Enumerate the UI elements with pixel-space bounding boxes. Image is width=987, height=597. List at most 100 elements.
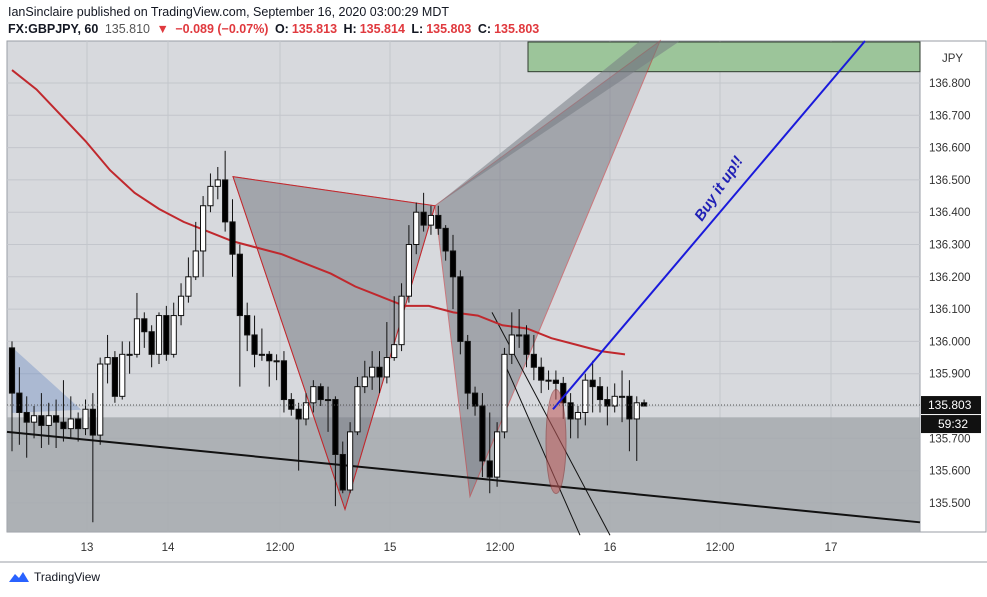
x-tick-label: 13: [81, 542, 94, 554]
candle-up: [104, 357, 111, 365]
candle-down: [266, 353, 273, 362]
y-tick-label: 135.500: [929, 498, 971, 510]
low-value: 135.803: [426, 22, 472, 36]
candle-down: [567, 402, 574, 420]
candle-down: [641, 402, 648, 407]
price-unit-label: JPY: [942, 53, 963, 65]
candle-up: [354, 386, 361, 433]
pattern-extension: [435, 41, 680, 206]
candle-down: [23, 411, 30, 423]
x-tick-label: 16: [604, 542, 617, 554]
publisher-line: IanSinclaire published on TradingView.co…: [8, 5, 450, 19]
y-tick-label: 136.200: [929, 272, 971, 284]
last-price-badge-label: 135.803: [928, 398, 972, 412]
y-tick-label: 135.700: [929, 433, 971, 445]
candle-up: [207, 185, 214, 207]
footer-brand-label: TradingView: [34, 570, 101, 584]
candle-up: [347, 431, 354, 491]
candle-down: [596, 386, 604, 401]
entry-marker-ellipse: [545, 389, 567, 495]
candle-up: [508, 334, 515, 355]
candle-up: [516, 334, 523, 337]
candle-down: [111, 357, 119, 397]
countdown-label: 59:32: [938, 417, 968, 431]
footer-brand[interactable]: TradingView: [8, 570, 100, 584]
candles: [8, 150, 648, 523]
candle-down: [288, 399, 295, 410]
candle-up: [30, 415, 38, 423]
candle-up: [494, 431, 501, 478]
y-tick-label: 136.800: [929, 78, 971, 90]
high-value: 135.814: [359, 22, 405, 36]
candle-up: [361, 376, 368, 388]
y-tick-label: 136.700: [929, 110, 971, 122]
trend-line-support: [6, 430, 921, 524]
close-value: 135.803: [494, 22, 540, 36]
candle-up: [310, 386, 317, 404]
candle-up: [405, 244, 412, 297]
close-label: C:: [477, 22, 492, 36]
high-label: H:: [343, 22, 357, 36]
candle-up: [391, 344, 398, 359]
down-arrow-icon: ▼: [156, 22, 169, 36]
projection-line: [552, 40, 866, 410]
y-tick-label: 136.100: [929, 304, 971, 316]
x-tick-label: 12:00: [486, 542, 515, 554]
y-tick-label: 136.600: [929, 143, 971, 155]
x-tick-label: 17: [825, 542, 838, 554]
y-tick-label: 135.900: [929, 369, 971, 381]
candle-up: [611, 395, 618, 407]
candle-up: [582, 379, 589, 413]
candle-down: [16, 392, 23, 413]
candle-up: [126, 353, 133, 356]
candle-down: [244, 315, 251, 336]
candle-down: [604, 399, 611, 407]
low-label: L:: [411, 22, 424, 36]
candle-down: [420, 211, 427, 226]
open-value: 135.813: [291, 22, 338, 36]
candle-down: [626, 395, 633, 420]
symbol-legend: FX:GBPJPY, 60 135.810 ▼ −0.089 (−0.07%) …: [8, 22, 542, 36]
x-tick-label: 15: [384, 542, 397, 554]
candle-up: [82, 408, 89, 430]
price-axis: [919, 40, 987, 533]
symbol-name[interactable]: FX:GBPJPY, 60: [8, 22, 99, 36]
candle-down: [280, 360, 288, 401]
candle-up: [170, 315, 177, 355]
candle-down: [8, 347, 16, 394]
candle-up: [200, 205, 207, 252]
candle-down: [552, 379, 559, 384]
candle-up: [413, 211, 420, 246]
candle-up: [618, 395, 626, 398]
candle-up: [302, 402, 310, 420]
candle-down: [236, 253, 243, 317]
candle-down: [471, 392, 479, 407]
candle-up: [545, 379, 552, 382]
candle-up: [155, 315, 163, 355]
candle-down: [229, 221, 236, 255]
candle-up: [398, 295, 405, 346]
candle-up: [97, 363, 104, 436]
x-tick-label: 12:00: [706, 542, 735, 554]
candle-down: [464, 340, 471, 394]
candle-up: [45, 415, 52, 426]
candle-up: [427, 214, 435, 226]
candle-up: [501, 353, 508, 433]
candle-up: [67, 418, 74, 430]
y-tick-label: 136.500: [929, 175, 971, 187]
candle-up: [633, 402, 640, 420]
open-label: O:: [274, 22, 289, 36]
price-change: −0.089 (−0.07%): [175, 22, 269, 36]
candle-up: [214, 179, 221, 187]
candle-down: [75, 418, 82, 430]
candle-down: [163, 315, 170, 355]
candle-up: [273, 360, 280, 363]
candle-down: [89, 408, 96, 436]
candle-down: [38, 415, 45, 426]
candle-down: [486, 460, 493, 478]
candle-down: [449, 250, 457, 278]
candle-down: [589, 379, 596, 388]
candle-up: [324, 399, 332, 402]
candle-down: [60, 421, 67, 430]
